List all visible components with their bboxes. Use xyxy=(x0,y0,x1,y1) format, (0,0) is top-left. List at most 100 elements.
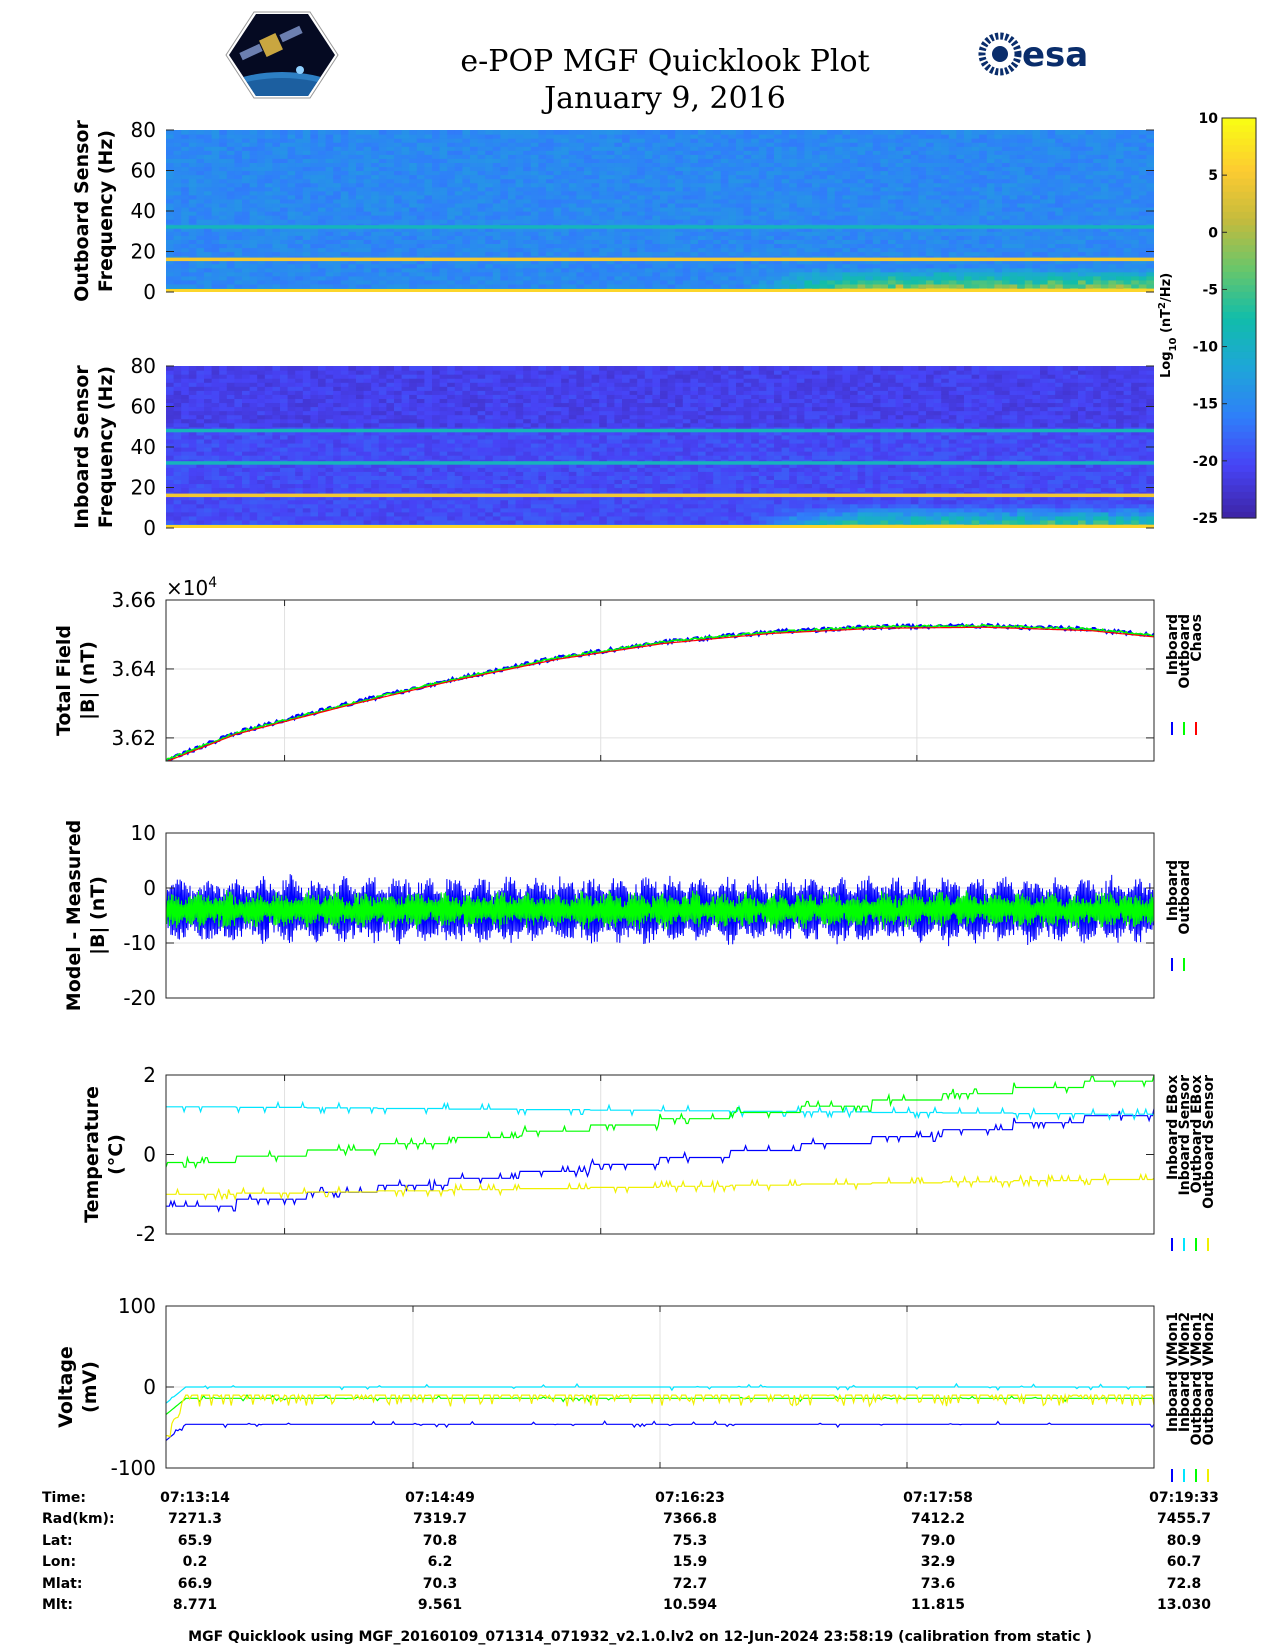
heatmap-cell xyxy=(819,158,828,163)
heatmap-cell xyxy=(910,202,919,208)
heatmap-cell xyxy=(880,166,889,172)
heatmap-cell xyxy=(1002,219,1011,224)
heatmap-cell xyxy=(865,239,874,244)
heatmap-cell xyxy=(523,239,532,244)
heatmap-cell xyxy=(713,275,722,281)
heatmap-cell xyxy=(796,190,805,196)
heatmap-cell xyxy=(1024,267,1033,273)
heatmap-cell xyxy=(1085,219,1094,224)
heatmap-cell xyxy=(1017,263,1026,269)
heatmap-cell xyxy=(378,259,387,265)
heatmap-cell xyxy=(508,235,517,240)
heatmap-cell xyxy=(743,219,752,224)
heatmap-cell xyxy=(842,170,851,176)
heatmap-cell xyxy=(690,267,699,273)
heatmap-cell xyxy=(1009,134,1018,139)
heatmap-cell xyxy=(386,166,395,172)
heatmap-cell xyxy=(690,215,699,220)
heatmap-cell xyxy=(698,134,707,139)
heatmap-cell xyxy=(660,231,669,236)
heatmap-cell xyxy=(386,259,395,265)
heatmap-cell xyxy=(378,166,387,172)
heatmap-cell xyxy=(956,227,965,232)
heatmap-cell xyxy=(1047,227,1056,232)
heatmap-cell xyxy=(462,202,471,208)
heatmap-cell xyxy=(561,239,570,244)
figure-title: e-POP MGF Quicklook Plot xyxy=(460,44,869,79)
heatmap-cell xyxy=(675,178,684,184)
heatmap-cell xyxy=(895,158,904,163)
heatmap-cell xyxy=(994,174,1003,180)
heatmap-cell xyxy=(1024,247,1033,253)
heatmap-cell xyxy=(644,166,653,172)
heatmap-cell xyxy=(1093,170,1102,176)
heatmap-cell xyxy=(508,150,517,155)
heatmap-cell xyxy=(622,178,631,184)
heatmap-cell xyxy=(918,271,927,277)
heatmap-cell xyxy=(576,202,585,208)
heatmap-cell xyxy=(1078,166,1087,172)
heatmap-cell xyxy=(295,206,304,212)
heatmap-cell xyxy=(690,134,699,139)
heatmap-cell xyxy=(310,202,319,208)
heatmap-cell xyxy=(1009,142,1018,147)
heatmap-cell xyxy=(766,211,775,216)
heatmap-cell xyxy=(705,186,714,192)
heatmap-cell xyxy=(454,231,463,236)
heatmap-cell xyxy=(758,150,767,155)
heatmap-cell xyxy=(713,198,722,204)
heatmap-cell xyxy=(363,259,372,265)
heatmap-cell xyxy=(888,271,897,277)
heatmap-cell xyxy=(1032,283,1041,289)
heatmap-cell xyxy=(181,215,190,220)
heatmap-cell xyxy=(386,190,395,196)
heatmap-cell xyxy=(553,231,562,236)
heatmap-cell xyxy=(546,170,555,176)
heatmap-cell xyxy=(432,271,441,277)
heatmap-cell xyxy=(242,198,251,204)
heatmap-cell xyxy=(827,130,836,135)
heatmap-cell xyxy=(857,219,866,224)
heatmap-cell xyxy=(796,174,805,180)
heatmap-cell xyxy=(530,243,539,249)
heatmap-cell xyxy=(356,146,365,151)
heatmap-cell xyxy=(561,174,570,180)
heatmap-cell xyxy=(302,178,311,184)
heatmap-cell xyxy=(492,206,501,212)
heatmap-cell xyxy=(340,231,349,236)
heatmap-cell xyxy=(188,198,197,204)
heatmap-cell xyxy=(1009,239,1018,244)
heatmap-cell xyxy=(637,158,646,163)
heatmap-cell xyxy=(903,215,912,220)
heatmap-cell xyxy=(432,130,441,135)
heatmap-cell xyxy=(675,275,684,281)
heatmap-cell xyxy=(956,158,965,163)
heatmap-cell xyxy=(333,166,342,172)
heatmap-cell xyxy=(1032,158,1041,163)
heatmap-cell xyxy=(181,194,190,200)
heatmap-cell xyxy=(492,142,501,147)
heatmap-cell xyxy=(188,182,197,188)
heatmap-cell xyxy=(485,279,494,285)
heatmap-cell xyxy=(994,227,1003,232)
heatmap-cell xyxy=(561,142,570,147)
heatmap-cell xyxy=(872,154,881,159)
heatmap-cell xyxy=(926,283,935,289)
heatmap-cell xyxy=(196,138,205,143)
heatmap-cell xyxy=(948,247,957,253)
heatmap-cell xyxy=(758,231,767,236)
heatmap-cell xyxy=(219,275,228,281)
heatmap-cell xyxy=(675,263,684,269)
heatmap-cell xyxy=(561,182,570,188)
heatmap-cell xyxy=(584,243,593,249)
heatmap-cell xyxy=(971,158,980,163)
heatmap-cell xyxy=(371,227,380,232)
heatmap-cell xyxy=(166,235,175,240)
heatmap-cell xyxy=(941,178,950,184)
heatmap-cell xyxy=(523,247,532,253)
heatmap-cell xyxy=(910,150,919,155)
heatmap-cell xyxy=(979,243,988,249)
heatmap-cell xyxy=(226,215,235,220)
heatmap-cell xyxy=(941,267,950,273)
heatmap-cell xyxy=(812,247,821,253)
